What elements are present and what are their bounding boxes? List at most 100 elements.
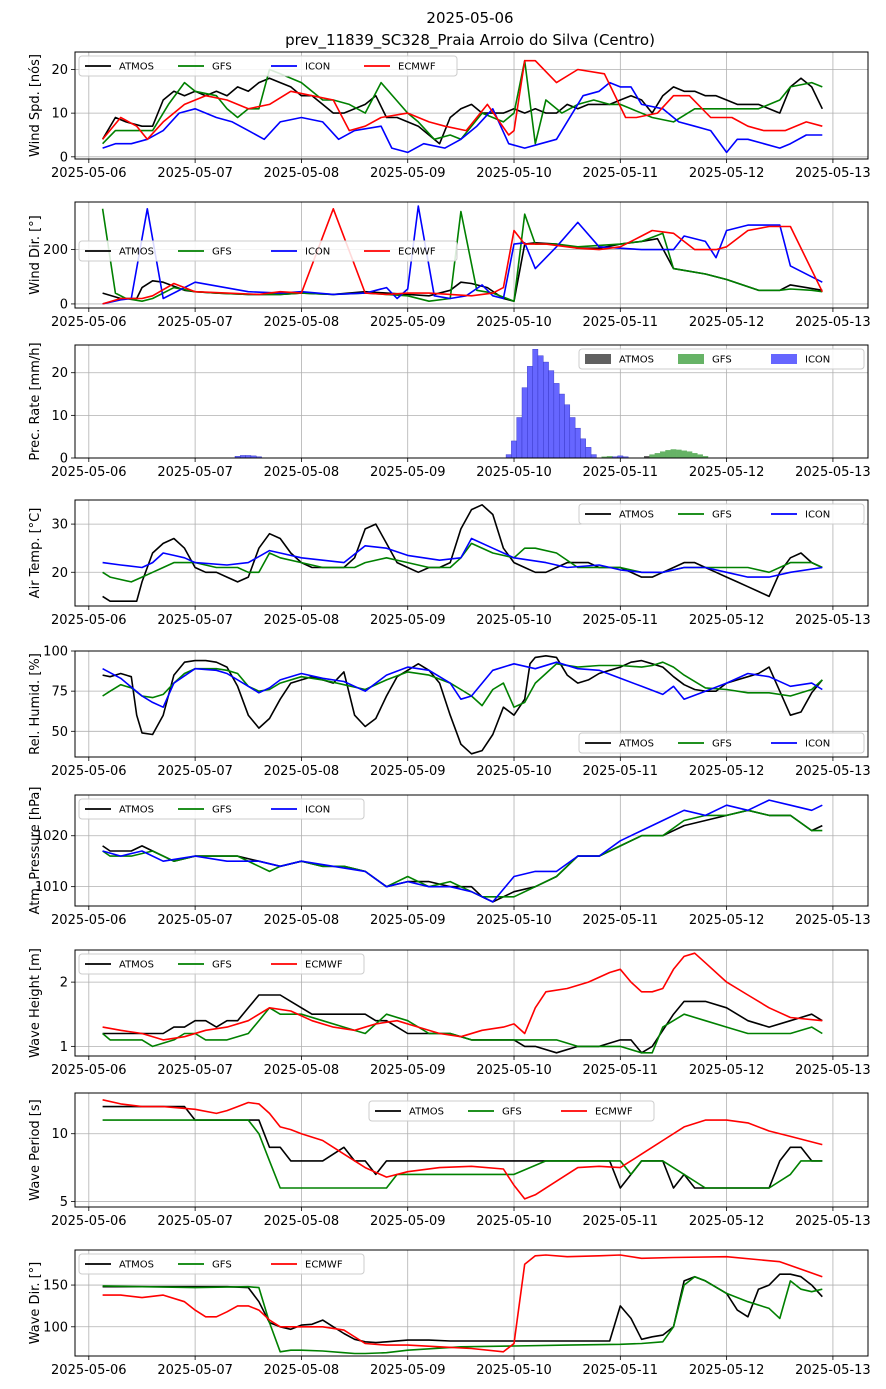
series-line-atmos	[102, 1273, 823, 1344]
series-line-atmos	[101, 77, 824, 145]
x-tick-label: 2025-05-06	[51, 913, 127, 928]
x-tick-label: 2025-05-06	[51, 465, 127, 480]
panel-8: 2025-05-06 2025-05-07 2025-05-08 2025-05-09…	[28, 1092, 871, 1229]
legend-box	[78, 1253, 365, 1275]
x-tick-label: 2025-05-08	[264, 613, 340, 628]
x-tick-label: 2025-05-11	[583, 1363, 659, 1378]
x-tick-label: 2025-05-08	[264, 465, 340, 480]
x-tick-label: 2025-05-09	[370, 613, 446, 628]
x-tick-label: 2025-05-13	[795, 1063, 871, 1078]
y-tick-label: 20	[51, 63, 68, 78]
legend-label-ecmwf: ECMWF	[595, 1107, 633, 1118]
x-tick-label: 2025-05-13	[795, 764, 871, 779]
series-line-gfs	[102, 542, 823, 583]
x-tick-label: 2025-05-08	[264, 764, 340, 779]
x-tick-label: 2025-05-12	[689, 764, 765, 779]
legend-label-atmos: ATMOS	[119, 1260, 154, 1271]
chart-panels: 2025-05-06 2025-05-07 2025-05-08 2025-05-09…	[28, 51, 871, 1378]
legend-label-gfs: GFS	[212, 62, 232, 73]
legend: ATMOS GFS ICON ECMWF	[78, 240, 458, 262]
legend-label-gfs: GFS	[502, 1107, 522, 1118]
x-tick-label: 2025-05-11	[583, 1214, 659, 1229]
x-tick-label: 2025-05-12	[689, 1214, 765, 1229]
x-tick-label: 2025-05-11	[583, 613, 659, 628]
series-line-gfs	[102, 1119, 823, 1189]
axes-frame	[74, 344, 869, 459]
bar-gfs	[697, 454, 703, 458]
x-tick-label: 2025-05-11	[583, 465, 659, 480]
axes-frame	[74, 1249, 869, 1357]
legend-label-gfs: GFS	[212, 805, 232, 816]
bar-icon	[580, 438, 586, 458]
bar-icon	[505, 454, 512, 458]
panel-3: 2025-05-06 2025-05-07 2025-05-08 2025-05-09…	[28, 342, 871, 480]
panel-6: 2025-05-06 2025-05-07 2025-05-08 2025-05-09…	[28, 787, 871, 928]
plot-area	[102, 1254, 823, 1355]
bar-icon	[527, 366, 533, 458]
legend-label-icon: ICON	[305, 247, 330, 258]
legend-label-ecmwf: ECMWF	[305, 1260, 343, 1271]
y-tick-label: 1	[60, 1040, 68, 1055]
y-tick-label: 0	[60, 150, 68, 165]
y-tick-label: 50	[51, 725, 68, 740]
x-tick-label: 2025-05-08	[264, 1214, 340, 1229]
y-axis-label: Wind Dir. [°]	[28, 215, 43, 295]
series-line-icon	[102, 537, 823, 578]
x-tick-label: 2025-05-09	[370, 764, 446, 779]
legend-label-atmos: ATMOS	[619, 739, 654, 750]
plot-area	[101, 59, 824, 154]
y-tick-label: 0	[60, 297, 68, 312]
legend: ATMOS GFS ICON	[578, 503, 865, 525]
legend-swatch-gfs	[678, 354, 704, 364]
x-tick-label: 2025-05-07	[157, 764, 233, 779]
panel-1: 2025-05-06 2025-05-07 2025-05-08 2025-05-09…	[28, 51, 871, 181]
legend-label-icon: ICON	[805, 510, 830, 521]
x-tick-label: 2025-05-12	[689, 1363, 765, 1378]
panel-4: 2025-05-06 2025-05-07 2025-05-08 2025-05-09…	[28, 499, 871, 628]
y-tick-label: 75	[51, 685, 68, 700]
legend-label-atmos: ATMOS	[619, 510, 654, 521]
bar-icon	[532, 349, 539, 458]
series-line-atmos	[102, 503, 823, 603]
x-tick-label: 2025-05-13	[795, 1363, 871, 1378]
series-line-ecmwf	[101, 59, 823, 141]
legend: ATMOS GFS ICON	[578, 348, 865, 370]
bar-icon	[574, 427, 581, 458]
bar-icon	[569, 417, 576, 458]
x-tick-label: 2025-05-12	[689, 166, 765, 181]
x-tick-label: 2025-05-09	[370, 913, 446, 928]
x-tick-label: 2025-05-08	[264, 315, 340, 330]
y-tick-label: 100	[43, 645, 68, 660]
panel-9: 2025-05-06 2025-05-07 2025-05-08 2025-05-09…	[28, 1249, 871, 1378]
y-axis-label: Wave Dir. [°]	[28, 1262, 43, 1345]
plot-area	[102, 503, 823, 603]
plot-area	[101, 205, 824, 305]
axes-frame	[74, 201, 869, 309]
bar-icon	[564, 404, 571, 458]
bar-icon	[622, 456, 629, 458]
axes-frame	[74, 794, 869, 907]
bar-gfs	[659, 451, 666, 458]
figure-title-line2: prev_11839_SC328_Praia Arroio do Silva (…	[285, 31, 655, 50]
x-tick-label: 2025-05-06	[51, 1063, 127, 1078]
x-tick-label: 2025-05-08	[264, 913, 340, 928]
bar-icon	[590, 454, 597, 458]
x-tick-label: 2025-05-13	[795, 613, 871, 628]
legend-label-ecmwf: ECMWF	[305, 960, 343, 971]
series-line-atmos	[102, 654, 823, 755]
legend-label-atmos: ATMOS	[119, 805, 154, 816]
panel-2: 2025-05-06 2025-05-07 2025-05-08 2025-05-09…	[28, 201, 871, 330]
x-tick-label: 2025-05-06	[51, 315, 127, 330]
x-tick-label: 2025-05-11	[583, 1063, 659, 1078]
legend-label-atmos: ATMOS	[119, 247, 154, 258]
axes-frame	[74, 51, 869, 160]
bar-gfs	[702, 456, 709, 458]
series-line-icon	[102, 81, 823, 154]
x-tick-label: 2025-05-12	[689, 913, 765, 928]
x-tick-label: 2025-05-12	[689, 465, 765, 480]
series-line-icon	[102, 799, 823, 903]
x-tick-label: 2025-05-07	[157, 913, 233, 928]
series-line-gfs	[102, 1006, 823, 1054]
x-tick-label: 2025-05-10	[476, 913, 552, 928]
y-axis-label: Wave Period [s]	[28, 1099, 43, 1200]
